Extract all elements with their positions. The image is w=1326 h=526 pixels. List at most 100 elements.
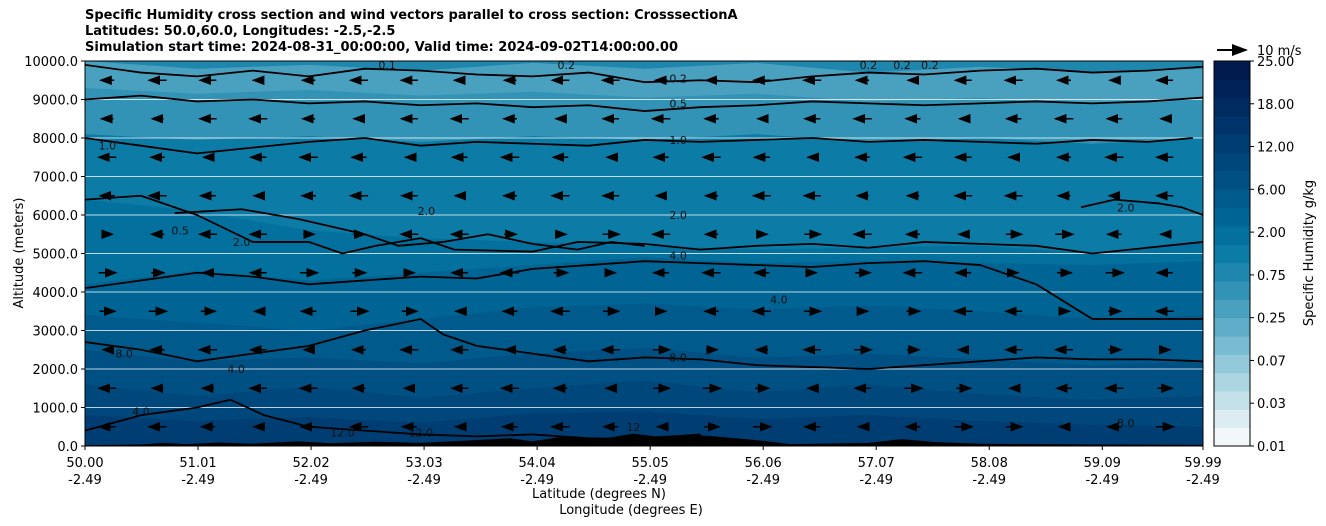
contour-line-2 — [85, 137, 1194, 155]
contour-label: 0.2 — [921, 59, 939, 72]
y-tick-label: 4000.0 — [33, 286, 79, 301]
y-tick-label: 3000.0 — [33, 325, 79, 340]
contour-label: 4.0 — [227, 363, 245, 376]
contour-label: 1.0 — [99, 140, 117, 153]
x-tick-label-lat: 58.08 — [971, 456, 1008, 471]
colorbar-label: Specific Humidity g/kg — [1302, 180, 1317, 326]
y-tick-label: 7000.0 — [33, 171, 79, 186]
x-axis: 50.00 -2.49 51.01 -2.49 52.02 -2.49 53.03 -2.49… — [66, 446, 1222, 488]
x-axis-label-2: Longitude (degrees E) — [559, 503, 703, 518]
contour-label: 8.0 — [1117, 417, 1135, 430]
contour-labels: 0.2 0.5 1.0 2.0 2.0 2.0 4.0 4.0 8.0 8.0 12.0 12.0 12… — [99, 59, 1135, 440]
colorbar-tick-label: 18.00 — [1257, 98, 1294, 113]
quiver-key-label: 10 m/s — [1257, 44, 1302, 59]
colorbar-swatch — [1214, 61, 1250, 80]
x-tick-label-lat: 59.99 — [1184, 456, 1221, 471]
colorbar-swatch — [1214, 152, 1250, 172]
colorbar-swatch — [1214, 427, 1250, 447]
colorbar-swatch — [1214, 354, 1250, 374]
colorbar-tick-label: 0.07 — [1257, 354, 1286, 369]
colorbar-tick-label: 12.00 — [1257, 141, 1294, 156]
x-tick-label-lat: 55.05 — [632, 456, 669, 471]
x-tick-label-lon: -2.49 — [1186, 473, 1220, 488]
colorbar-tick-label: 0.25 — [1257, 312, 1286, 327]
x-tick-label-lon: -2.49 — [520, 473, 554, 488]
colorbar-tick-label: 0.75 — [1257, 269, 1286, 284]
contour-line-4 — [85, 260, 1203, 320]
contour-line-8 — [1080, 198, 1203, 216]
x-tick-label-lat: 51.01 — [179, 456, 216, 471]
colorbar-swatch — [1214, 281, 1250, 300]
contour-label: 2.0 — [669, 209, 687, 222]
x-tick-label-lon: -2.49 — [68, 473, 102, 488]
title-line-2: Latitudes: 50.0,60.0, Longitudes: -2.5,-… — [85, 24, 396, 39]
contour-label: 0.5 — [171, 224, 189, 237]
contour-label: 12 — [626, 421, 640, 434]
contour-label: 1.0 — [669, 134, 687, 147]
colorbar-swatch — [1214, 79, 1250, 99]
colorbar-swatch — [1214, 262, 1250, 282]
x-tick-label-lon: -2.49 — [746, 473, 780, 488]
x-tick-label-lat: 53.03 — [405, 456, 442, 471]
x-tick-label-lat: 56.06 — [745, 456, 782, 471]
contour-label: 0.1 — [378, 59, 396, 72]
quiver-key: 10 m/s — [1217, 44, 1302, 59]
x-axis-label: Latitude (degrees N) — [532, 487, 666, 502]
x-tick-label-lat: 59.09 — [1084, 456, 1121, 471]
colorbar-swatch — [1214, 171, 1250, 190]
contour-label: 0.2 — [557, 59, 575, 72]
contour-label: 2.0 — [233, 236, 251, 249]
colorbar-tick-label: 0.03 — [1257, 397, 1286, 412]
colorbar-tick-label: 0.01 — [1257, 440, 1286, 455]
contour-line-1 — [85, 94, 1203, 112]
y-tick-label: 6000.0 — [33, 209, 79, 224]
x-tick-label-lon: -2.49 — [407, 473, 441, 488]
contour-label: 0.2 — [860, 59, 878, 72]
colorbar-swatch — [1214, 134, 1250, 154]
contour-label: 12.0 — [330, 427, 355, 440]
plot-area: 0.2 0.5 1.0 2.0 2.0 2.0 4.0 4.0 8.0 8.0 12.0 12.0 12… — [85, 59, 1203, 446]
y-tick-label: 8000.0 — [33, 132, 79, 147]
y-tick-label: 5000.0 — [33, 248, 79, 263]
y-axis-label: Altitude (meters) — [12, 198, 27, 309]
wind-vectors — [96, 75, 1176, 432]
colorbar-swatch — [1214, 409, 1250, 429]
colorbar-frame — [1213, 60, 1251, 447]
x-tick-label-lon: -2.49 — [859, 473, 893, 488]
contour-label: 0.5 — [669, 97, 687, 110]
colorbar: 25.00 18.00 12.00 6.00 2.00 0.75 0.25 0.07 0.03 0… — [1213, 55, 1294, 455]
title-line-3: Simulation start time: 2024-08-31_00:00:… — [85, 40, 678, 55]
contour-label: 0.2 — [893, 59, 911, 72]
x-tick-label-lon: -2.49 — [972, 473, 1006, 488]
y-tick-label: 1000.0 — [33, 402, 79, 417]
contour-label: 4.0 — [132, 405, 150, 418]
colorbar-swatch — [1214, 391, 1250, 410]
colorbar-swatch — [1214, 226, 1250, 245]
chart-title: Specific Humidity cross section and wind… — [85, 8, 738, 56]
title-line-1: Specific Humidity cross section and wind… — [85, 8, 738, 23]
contour-line-7 — [174, 208, 645, 251]
terrain-shape — [85, 433, 1203, 446]
terrain — [85, 433, 1203, 446]
colorbar-swatch — [1214, 189, 1250, 209]
x-tick-label-lat: 50.00 — [66, 456, 103, 471]
contour-label: 12.0 — [408, 427, 433, 440]
x-tick-label-lon: -2.49 — [633, 473, 667, 488]
gridlines — [85, 61, 1203, 446]
humidity-band-8 — [85, 411, 1203, 446]
y-axis: 0.0 1000.0 2000.0 3000.0 4000.0 5000.0 6000.0 7… — [24, 55, 85, 455]
colorbar-swatch — [1214, 244, 1250, 264]
contour-label: 2.0 — [1117, 201, 1135, 214]
x-tick-label-lon: -2.49 — [1085, 473, 1119, 488]
contour-line-0 — [85, 63, 1203, 84]
y-tick-label: 9000.0 — [33, 94, 79, 109]
x-tick-label-lat: 57.07 — [858, 456, 895, 471]
y-tick-label: 0.0 — [57, 440, 78, 455]
x-tick-label-lat: 54.04 — [519, 456, 556, 471]
contour-line-3 — [85, 194, 1203, 255]
colorbar-tick-label: 25.00 — [1257, 55, 1294, 70]
colorbar-swatch — [1214, 317, 1250, 337]
contour-label: 8.0 — [669, 351, 687, 364]
contour-label: 0.2 — [669, 72, 687, 85]
colorbar-swatch — [1214, 97, 1250, 117]
